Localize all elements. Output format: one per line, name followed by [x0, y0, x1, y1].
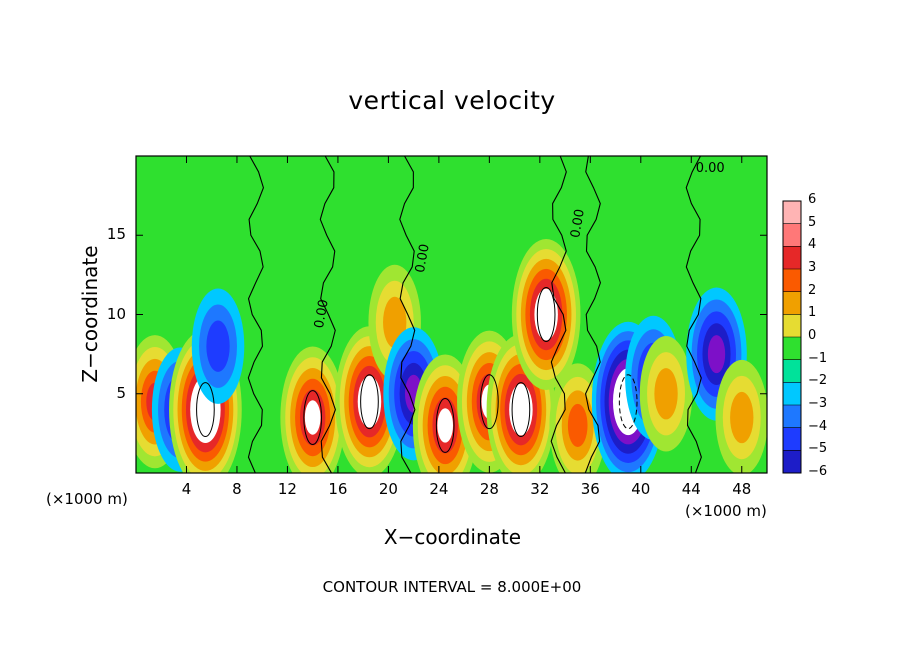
field-cell [639, 336, 693, 452]
x-tick-label: 16 [328, 480, 348, 498]
field-level [198, 394, 213, 425]
field-level [304, 400, 321, 435]
contour-label: 0.00 [413, 243, 433, 274]
x-unit-left: (×1000 m) [46, 490, 128, 508]
field-level [206, 320, 230, 372]
chart-title: vertical velocity [348, 86, 556, 115]
contour-loop [196, 382, 215, 438]
y-tick-label: 5 [116, 383, 126, 402]
x-tick-label: 40 [631, 480, 651, 498]
contour-loop [480, 374, 499, 430]
contour-label: 0.00 [312, 298, 332, 329]
zero-contour [685, 156, 702, 473]
contour-loop [536, 287, 556, 342]
contour-label: 0.00 [696, 161, 725, 176]
colorbar-label: 1 [808, 305, 817, 321]
colorbar-label: −3 [808, 396, 828, 411]
field-cell [280, 346, 345, 473]
colorbar-label: 3 [808, 260, 817, 275]
field-cell [335, 326, 404, 473]
y-tick-label: 10 [106, 304, 126, 323]
colorbar-label: 5 [808, 214, 817, 230]
x-unit-right: (×1000 m) [685, 502, 767, 520]
colorbar-swatch [783, 337, 801, 361]
x-tick-label: 44 [681, 480, 701, 498]
x-tick-label: 24 [429, 480, 449, 498]
contour-interval-note: CONTOUR INTERVAL = 8.000E+00 [322, 578, 582, 596]
x-tick-label: 36 [580, 480, 600, 498]
field-level [362, 385, 377, 418]
colorbar-label: −1 [808, 350, 828, 366]
contour-lines: 0.00 0.00 0.00 0.00 [196, 156, 725, 473]
y-tick-label: 15 [106, 225, 126, 244]
axis-ticks [136, 156, 767, 473]
contour-loop [511, 382, 531, 438]
colorbar-label: −6 [808, 464, 828, 479]
field-level [538, 298, 554, 331]
field-level [730, 391, 754, 444]
contour-label: 0.00 [568, 208, 588, 239]
colorbar-label: 6 [808, 192, 817, 207]
x-tick-label: 4 [181, 480, 192, 498]
x-tick-label: 12 [277, 480, 297, 498]
field-cell [511, 239, 581, 390]
x-tick-label: 32 [530, 480, 550, 498]
colorbar-swatch [783, 223, 801, 247]
field-level [654, 368, 678, 420]
colorbar-swatch [783, 246, 801, 270]
colorbar-swatch [783, 427, 801, 451]
colorbar-label: 0 [808, 328, 817, 343]
field-cell [191, 288, 245, 404]
x-axis-label: X−coordinate [383, 525, 522, 549]
colorbar-label: −5 [808, 441, 828, 457]
x-tick-label: 48 [732, 480, 752, 498]
colorbar-swatch [783, 382, 801, 406]
x-tick-label: 8 [232, 480, 242, 498]
colorbar-swatch [783, 201, 801, 225]
colorbar [782, 200, 802, 474]
colorbar-swatch [783, 314, 801, 338]
zero-contour [584, 156, 601, 473]
field-level [513, 393, 529, 426]
field-level [567, 403, 588, 448]
colorbar-label: −4 [808, 418, 828, 434]
field-cell [715, 359, 767, 473]
zero-contour [550, 156, 567, 473]
zero-contour [319, 156, 336, 473]
field-level [707, 335, 726, 374]
colorbar-swatch [783, 359, 801, 383]
colorbar-swatch [783, 405, 801, 429]
colorbar-label: 2 [808, 282, 817, 298]
colorbar-swatch [783, 291, 801, 315]
contour-loop [435, 398, 455, 453]
x-tick-label: 28 [479, 480, 499, 498]
zero-contour [247, 156, 265, 473]
contour-loop [618, 374, 638, 430]
field-level [437, 408, 454, 443]
colorbar-label: 4 [808, 237, 817, 253]
colorbar-swatch [783, 269, 801, 293]
colorbar-swatch [783, 450, 801, 474]
field-cell [549, 363, 606, 473]
x-tick-label: 20 [378, 480, 398, 498]
contour-loop [303, 390, 323, 445]
colorbar-label: −2 [808, 373, 828, 389]
contour-loop [360, 374, 379, 430]
zero-contour [399, 156, 416, 473]
